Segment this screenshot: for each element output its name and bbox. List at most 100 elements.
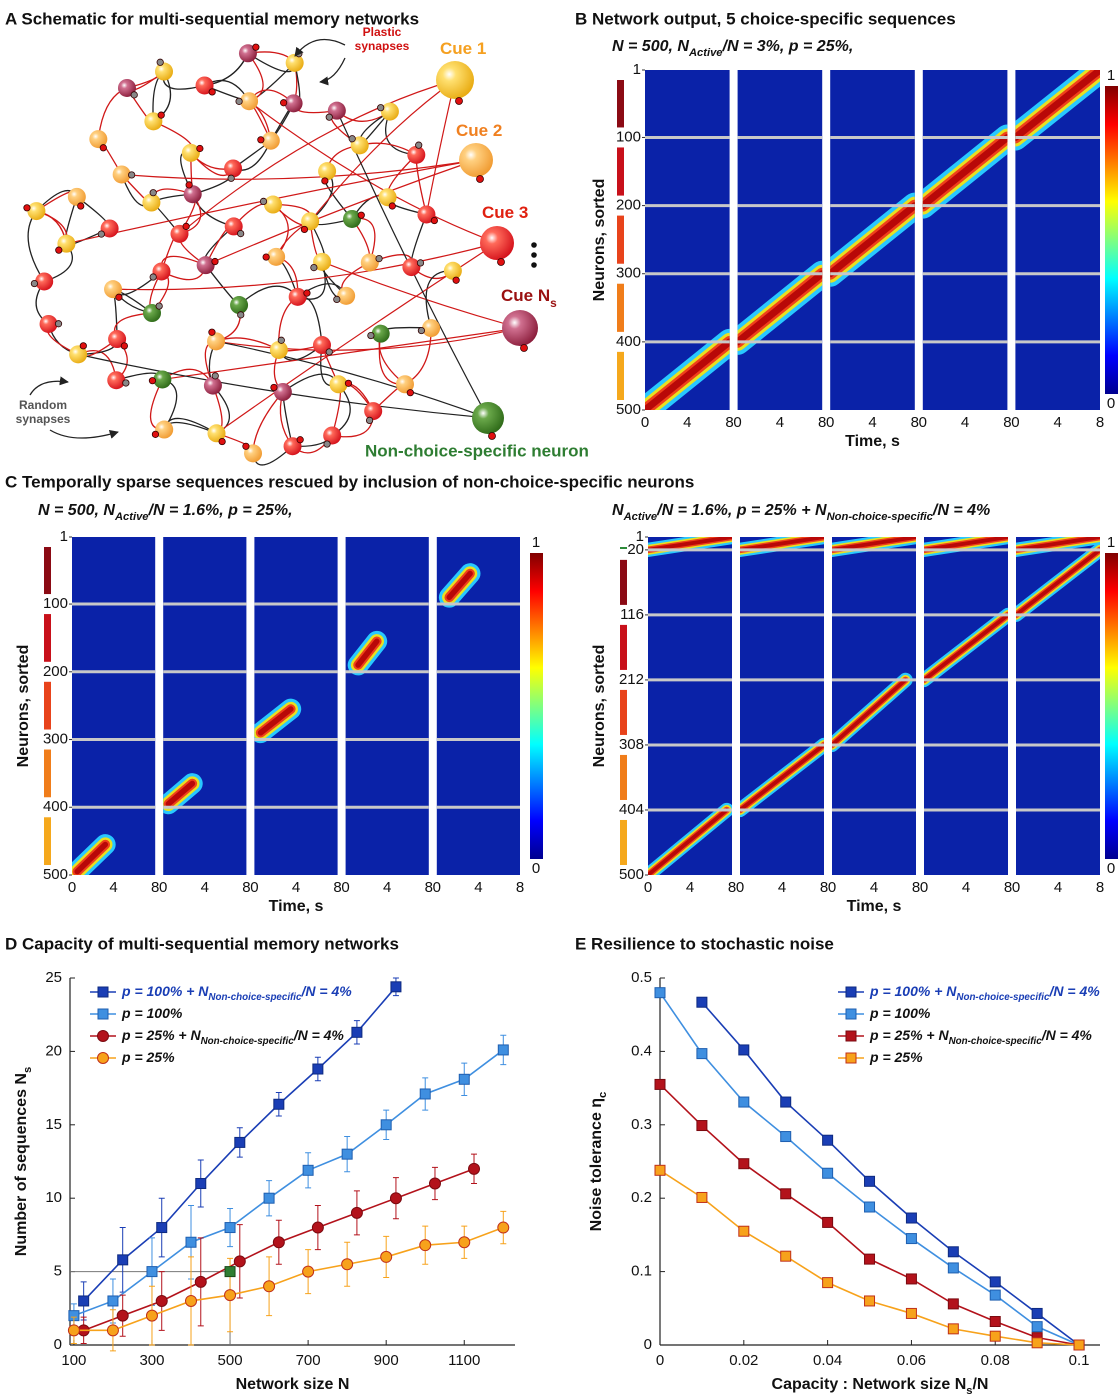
x-tick-label: 8 bbox=[1004, 879, 1012, 896]
marker bbox=[67, 1324, 80, 1337]
sequence-band bbox=[832, 537, 916, 552]
x-tick-label: 4 bbox=[961, 414, 969, 431]
heatmap-panel bbox=[645, 328, 730, 410]
marker bbox=[263, 1280, 276, 1293]
marker bbox=[822, 1167, 834, 1179]
x-tick-label: 4 bbox=[474, 879, 482, 896]
y-tick-label: 404 bbox=[619, 801, 644, 818]
marker bbox=[195, 1178, 207, 1190]
neuron bbox=[301, 212, 320, 231]
legend-label-part: Non-choice-specific bbox=[208, 992, 302, 1003]
legend-label-part: Non-choice-specific bbox=[956, 992, 1050, 1003]
neuron bbox=[343, 209, 362, 228]
neuron bbox=[143, 304, 162, 323]
synapse-dot bbox=[416, 259, 425, 267]
marker bbox=[780, 1096, 792, 1108]
y-tick-label: 200 bbox=[616, 197, 641, 214]
y-axis-label-part: s bbox=[22, 1067, 34, 1073]
panel-title: D Capacity of multi-sequential memory ne… bbox=[5, 934, 399, 953]
group-strip bbox=[620, 819, 627, 865]
y-tick-label: 400 bbox=[616, 333, 641, 350]
x-tick-label: 0.04 bbox=[813, 1352, 842, 1369]
neuron bbox=[395, 375, 414, 394]
neuron bbox=[244, 444, 263, 463]
sequence-band bbox=[648, 537, 732, 552]
sequence-band bbox=[740, 743, 824, 812]
marker bbox=[780, 1188, 792, 1200]
x-tick-label: 0 bbox=[641, 414, 649, 431]
cue-neuron bbox=[480, 226, 514, 260]
y-tick-label: 10 bbox=[45, 1189, 62, 1206]
heatmap-panel bbox=[438, 563, 481, 608]
neuron bbox=[261, 131, 280, 150]
neuron bbox=[269, 340, 288, 359]
neuron bbox=[142, 193, 161, 212]
synapse-dot bbox=[77, 202, 85, 210]
x-tick-label: 0 bbox=[68, 879, 76, 896]
ellipsis-dot bbox=[531, 262, 537, 268]
cue-label: Cue 1 bbox=[440, 39, 486, 58]
series-line bbox=[73, 1049, 504, 1317]
subtitle-part: /N = 1.6%, p = 25%, bbox=[148, 502, 293, 519]
marker bbox=[696, 1048, 708, 1060]
marker bbox=[145, 1309, 158, 1322]
sequence-band bbox=[446, 570, 473, 601]
synapse-dot bbox=[488, 432, 496, 440]
synapse-dot bbox=[182, 222, 190, 230]
colorbar bbox=[530, 553, 543, 859]
marker bbox=[1031, 1321, 1043, 1333]
series bbox=[68, 1034, 509, 1328]
neuron bbox=[283, 437, 302, 456]
synapse-dot bbox=[237, 230, 245, 238]
marker bbox=[696, 1191, 708, 1203]
neuron bbox=[57, 234, 76, 253]
x-tick-label: 0.1 bbox=[1069, 1352, 1090, 1369]
sequence-band bbox=[355, 638, 380, 668]
x-tick-label: 500 bbox=[218, 1352, 243, 1369]
neuron bbox=[378, 188, 397, 207]
subtitle-part: N = 500, N bbox=[38, 502, 115, 519]
synapse-dot bbox=[277, 336, 285, 344]
marker bbox=[458, 1236, 471, 1249]
legend-label-part: p = 100% + N bbox=[869, 983, 957, 999]
x-tick-label: 300 bbox=[139, 1352, 164, 1369]
neuron bbox=[238, 44, 257, 63]
neuron bbox=[155, 420, 174, 439]
legend-label-part: p = 25% + N bbox=[869, 1027, 949, 1043]
synapse-dot bbox=[235, 97, 243, 105]
neuron bbox=[104, 280, 123, 299]
highlight-marker bbox=[224, 1266, 236, 1278]
synapse-dot bbox=[148, 377, 157, 385]
synapse-dot bbox=[375, 255, 383, 263]
x-tick-label: 0 bbox=[736, 879, 744, 896]
marker bbox=[302, 1265, 315, 1278]
marker bbox=[947, 1246, 959, 1258]
cue-edge bbox=[248, 100, 498, 244]
cue-label-part: Cue 3 bbox=[482, 203, 528, 222]
cue-edge bbox=[121, 159, 477, 180]
subtitle-part: /N = 1.6%, p = 25% + N bbox=[656, 502, 827, 519]
y-tick-label: 0 bbox=[644, 1336, 652, 1353]
legend-marker bbox=[845, 1030, 857, 1042]
x-axis-label-part: Capacity : Network size N bbox=[772, 1376, 967, 1393]
synapse-dot bbox=[325, 348, 333, 356]
marker bbox=[864, 1201, 876, 1213]
x-tick-label: 0 bbox=[1011, 414, 1019, 431]
colorbar-tick-label: 0 bbox=[532, 860, 540, 877]
synapse-dot bbox=[321, 177, 329, 185]
sequence-band bbox=[830, 202, 915, 278]
synapse-dot bbox=[252, 43, 260, 51]
marker bbox=[428, 1177, 441, 1190]
legend-label-part: p = 25% + N bbox=[121, 1027, 201, 1043]
synapse-dot bbox=[55, 246, 63, 254]
synapse-dot bbox=[300, 225, 309, 234]
marker bbox=[234, 1136, 246, 1148]
marker bbox=[738, 1225, 750, 1237]
legend-label-part: /N = 4% bbox=[1048, 983, 1100, 999]
synapse-dot bbox=[323, 440, 331, 448]
legend-label: p = 25% + NNon-choice-specific/N = 4% bbox=[869, 1027, 1092, 1047]
synapse-dot bbox=[54, 320, 63, 328]
group-strip bbox=[44, 817, 51, 865]
legend-marker bbox=[845, 1008, 857, 1020]
sequence-band bbox=[1016, 547, 1100, 617]
